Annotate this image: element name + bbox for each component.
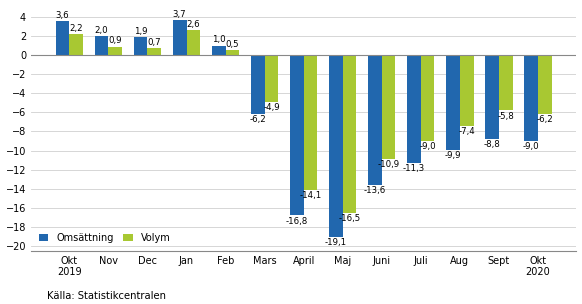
Text: -9,0: -9,0 bbox=[420, 142, 436, 151]
Bar bbox=[108, 47, 122, 55]
Bar bbox=[134, 37, 147, 55]
Bar bbox=[368, 55, 382, 185]
Bar bbox=[329, 55, 343, 237]
Bar bbox=[186, 30, 200, 55]
Text: -11,3: -11,3 bbox=[403, 164, 425, 173]
Bar bbox=[499, 55, 513, 110]
Bar bbox=[212, 46, 226, 55]
Bar bbox=[251, 55, 265, 114]
Text: -9,0: -9,0 bbox=[523, 142, 540, 151]
Bar bbox=[382, 55, 395, 159]
Text: 3,6: 3,6 bbox=[56, 11, 69, 20]
Bar bbox=[421, 55, 435, 141]
Text: -4,9: -4,9 bbox=[263, 103, 280, 112]
Bar bbox=[446, 55, 460, 150]
Text: -14,1: -14,1 bbox=[299, 191, 322, 200]
Legend: Omsättning, Volym: Omsättning, Volym bbox=[36, 230, 173, 246]
Text: -5,8: -5,8 bbox=[498, 112, 514, 121]
Bar bbox=[290, 55, 304, 216]
Bar bbox=[407, 55, 421, 163]
Text: 1,9: 1,9 bbox=[134, 27, 147, 36]
Text: -16,5: -16,5 bbox=[339, 214, 361, 223]
Bar bbox=[485, 55, 499, 139]
Bar bbox=[343, 55, 356, 212]
Text: -6,2: -6,2 bbox=[537, 116, 553, 124]
Bar bbox=[304, 55, 317, 190]
Text: 2,6: 2,6 bbox=[187, 20, 200, 29]
Bar bbox=[173, 20, 186, 55]
Text: -6,2: -6,2 bbox=[250, 116, 266, 124]
Bar bbox=[147, 48, 161, 55]
Bar bbox=[538, 55, 552, 114]
Text: Källa: Statistikcentralen: Källa: Statistikcentralen bbox=[47, 291, 165, 301]
Text: 0,9: 0,9 bbox=[108, 36, 122, 45]
Bar bbox=[524, 55, 538, 141]
Bar bbox=[460, 55, 474, 126]
Text: 0,7: 0,7 bbox=[147, 38, 161, 47]
Bar bbox=[95, 36, 108, 55]
Text: -10,9: -10,9 bbox=[378, 160, 400, 169]
Text: 0,5: 0,5 bbox=[226, 40, 239, 49]
Text: -16,8: -16,8 bbox=[286, 216, 308, 226]
Bar bbox=[56, 21, 69, 55]
Bar bbox=[226, 50, 239, 55]
Text: -7,4: -7,4 bbox=[459, 127, 475, 136]
Text: 2,0: 2,0 bbox=[95, 26, 108, 35]
Text: -9,9: -9,9 bbox=[445, 151, 462, 160]
Text: -19,1: -19,1 bbox=[325, 239, 347, 247]
Text: -13,6: -13,6 bbox=[364, 186, 386, 195]
Text: 3,7: 3,7 bbox=[173, 10, 186, 19]
Bar bbox=[265, 55, 278, 102]
Text: 2,2: 2,2 bbox=[69, 24, 83, 33]
Text: -8,8: -8,8 bbox=[484, 140, 501, 149]
Text: 1,0: 1,0 bbox=[212, 36, 226, 44]
Bar bbox=[69, 34, 83, 55]
